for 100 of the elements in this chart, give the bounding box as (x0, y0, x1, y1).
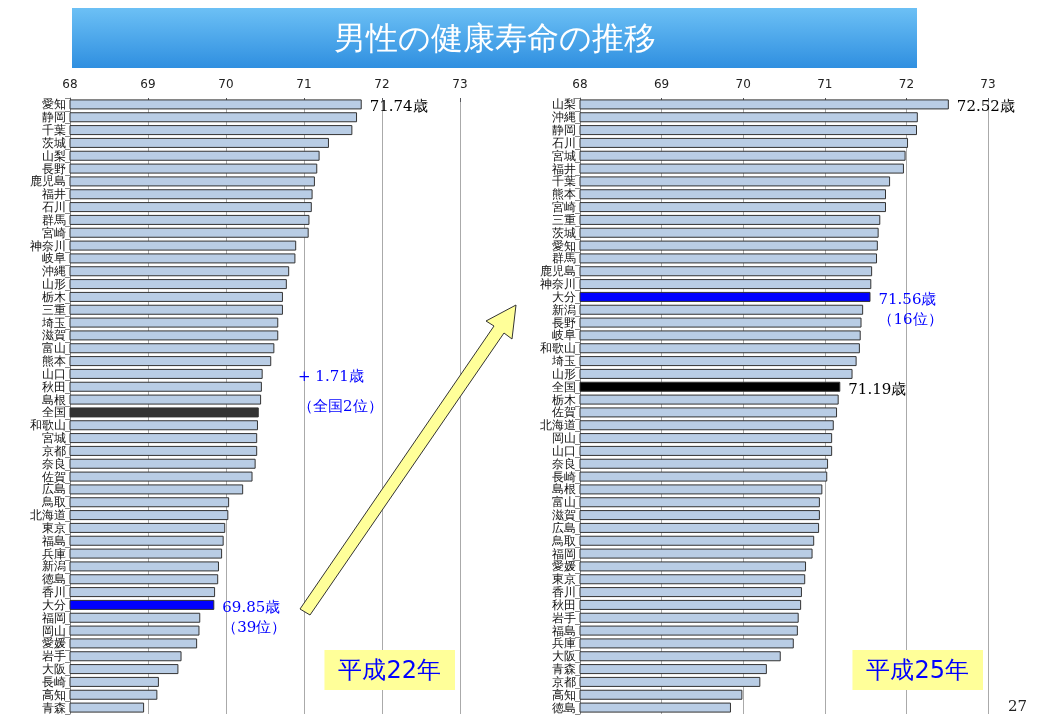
y-tick-label: 千葉 (42, 123, 66, 138)
y-tick-label: 福島 (42, 533, 66, 548)
y-tick-label: 東京 (42, 520, 66, 535)
y-tick-label: 岩手 (42, 649, 66, 664)
y-tick-label: 千葉 (552, 174, 576, 189)
y-tick-label: 東京 (552, 572, 576, 587)
y-tick-label: 長崎 (42, 674, 66, 689)
y-tick-label: 全国 (552, 379, 576, 394)
y-tick-label: 鳥取 (41, 495, 66, 510)
chart-title: 男性の健康寿命の推移 (72, 8, 917, 68)
y-tick-label: 岐阜 (42, 251, 66, 266)
y-tick-label: 奈良 (552, 456, 576, 471)
y-tick-label: 長野 (552, 315, 576, 330)
x-tick-label: 68 (62, 77, 78, 91)
y-tick-label: 長野 (42, 161, 66, 176)
x-tick-label: 73 (980, 77, 996, 91)
y-tick-label: 山形 (42, 277, 66, 292)
y-tick-label: 香川 (552, 585, 576, 600)
annotation: 71.74歳 (369, 97, 428, 116)
x-tick-label: 69 (653, 77, 670, 91)
y-tick-label: 京都 (552, 674, 576, 689)
y-tick-label: 宮崎 (552, 200, 576, 215)
text: 平成25年 (866, 656, 970, 684)
y-tick-label: 石川 (552, 135, 576, 150)
annotation: 71.19歳 (848, 379, 907, 398)
y-tick-label: 岐阜 (552, 328, 576, 343)
y-tick-label: 佐賀 (552, 405, 576, 420)
y-tick-label: 宮崎 (42, 225, 66, 240)
y-tick-label: 大分 (552, 289, 576, 304)
y-tick-label: 沖縄 (42, 264, 66, 279)
text: 平成22年 (338, 656, 442, 684)
y-tick-label: 群馬 (42, 212, 66, 227)
y-tick-label: 埼玉 (41, 315, 66, 330)
y-tick-label: 三重 (42, 302, 66, 317)
y-tick-label: 石川 (42, 200, 66, 215)
y-tick-label: 大阪 (552, 649, 576, 664)
y-tick-label: 鹿児島 (540, 264, 576, 279)
x-tick-label: 71 (817, 77, 833, 91)
y-tick-label: 山口 (42, 366, 66, 381)
x-tick-label: 73 (452, 77, 468, 91)
y-tick-label: 島根 (42, 392, 66, 407)
y-tick-label: 徳島 (552, 700, 576, 715)
y-tick-label: 愛媛 (552, 559, 576, 574)
y-tick-label: 宮城 (552, 148, 576, 163)
y-tick-label: 山口 (552, 443, 576, 458)
text: 27 (1008, 696, 1028, 715)
y-tick-label: 青森 (42, 700, 66, 715)
x-tick-label: 71 (296, 77, 312, 91)
x-tick-label: 70 (735, 77, 751, 91)
y-tick-label: 高知 (42, 687, 66, 702)
y-tick-label: 富山 (552, 495, 576, 510)
y-tick-label: 静岡 (42, 110, 66, 125)
y-tick-label: 新潟 (42, 559, 66, 574)
y-tick-label: 京都 (42, 443, 66, 458)
y-tick-label: 長崎 (552, 469, 576, 484)
y-tick-label: 香川 (42, 585, 66, 600)
y-tick-label: 佐賀 (42, 469, 66, 484)
annotation: 71.56歳（16位） (878, 289, 943, 328)
y-tick-label: 茨城 (552, 225, 576, 240)
y-tick-label: 大分 (42, 597, 66, 612)
y-tick-label: 広島 (42, 482, 66, 497)
y-tick-label: 埼玉 (551, 354, 576, 369)
y-tick-label: 福島 (552, 623, 576, 638)
y-tick-label: 全国 (42, 405, 66, 420)
y-tick-label: 北海道 (540, 418, 576, 433)
y-tick-label: 和歌山 (540, 341, 576, 356)
y-tick-label: 岩手 (552, 610, 576, 625)
y-tick-label: 秋田 (42, 379, 66, 394)
y-tick-label: 岡山 (42, 623, 66, 638)
y-tick-label: 群馬 (552, 251, 576, 266)
y-tick-label: 岡山 (552, 431, 576, 446)
y-tick-label: 福井 (42, 187, 66, 202)
y-tick-label: 福井 (552, 161, 576, 176)
y-tick-label: 兵庫 (552, 636, 576, 651)
y-tick-label: 福岡 (42, 610, 66, 625)
y-tick-label: 神奈川 (540, 277, 576, 292)
x-tick-label: 69 (140, 77, 156, 91)
y-tick-label: 栃木 (552, 392, 576, 407)
y-tick-label: 青森 (552, 662, 576, 677)
y-tick-label: 奈良 (42, 456, 66, 471)
x-tick-label: 72 (374, 77, 390, 91)
y-tick-label: 宮城 (42, 431, 66, 446)
annotation: 72.52歳 (956, 97, 1015, 116)
y-tick-label: 愛知 (552, 238, 576, 253)
y-tick-label: 高知 (552, 687, 576, 702)
y-tick-label: 山梨 (42, 148, 66, 163)
y-tick-label: 熊本 (552, 187, 576, 202)
y-tick-label: 茨城 (42, 135, 66, 150)
y-tick-label: 静岡 (552, 123, 576, 138)
y-tick-label: 福岡 (552, 546, 576, 561)
y-tick-label: 鹿児島 (30, 174, 66, 189)
y-tick-label: 愛媛 (42, 636, 66, 651)
y-tick-label: 熊本 (42, 354, 66, 369)
y-tick-label: 山形 (552, 366, 576, 381)
y-tick-label: 山梨 (552, 97, 576, 112)
annotation: 69.85歳（39位） (222, 597, 287, 636)
y-tick-label: 愛知 (42, 97, 66, 112)
y-tick-label: 沖縄 (552, 110, 576, 125)
annotation: + 1.71歳 (298, 366, 364, 385)
x-tick-label: 72 (898, 77, 915, 91)
